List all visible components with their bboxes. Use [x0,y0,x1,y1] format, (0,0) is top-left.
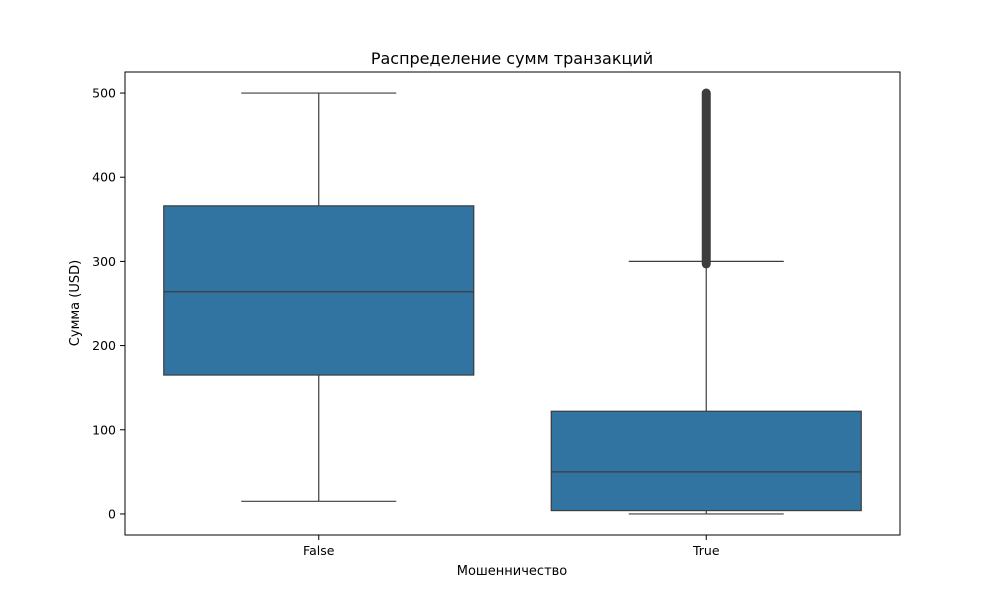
plot-frame [124,71,901,536]
y-tick-label-2: 200 [92,338,116,353]
y-tick-label-1: 100 [92,422,116,437]
y-tick-label-4: 400 [92,170,116,185]
y-tick-label-0: 0 [108,506,116,521]
x-tick-label-true: True [692,543,720,558]
chart-title: Распределение сумм транзакций [371,49,653,68]
y-tick-label-3: 300 [92,254,116,269]
plot-area: 0 100 200 300 400 500 False True [92,71,901,558]
box-true [550,410,862,512]
y-axis-label: Сумма (USD) [68,260,83,346]
x-tick-label-false: False [303,543,335,558]
y-tick-label-5: 500 [92,86,116,101]
box-false [163,205,475,376]
x-axis-label: Мошенничество [457,564,568,579]
